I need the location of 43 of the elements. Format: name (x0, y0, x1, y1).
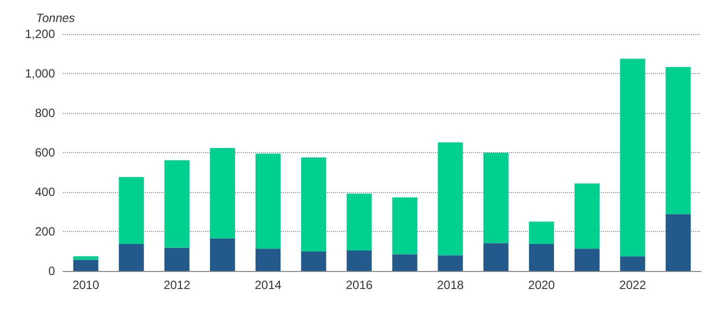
y-axis-title: Tonnes (36, 11, 75, 25)
x-tick-label: 2014 (254, 278, 282, 292)
bar (118, 176, 144, 244)
bar (392, 254, 418, 271)
x-tick-label: 2010 (72, 278, 100, 292)
y-tick-label: 1,000 (24, 66, 56, 80)
y-tick-label: 0 (48, 264, 56, 278)
y-tick-label: 400 (34, 185, 56, 199)
bar (73, 260, 98, 271)
bar (164, 248, 190, 271)
bar (620, 58, 646, 256)
bar (574, 184, 600, 249)
bar (438, 255, 463, 271)
bar (483, 243, 508, 271)
y-tick-label: 200 (34, 224, 56, 238)
bar (256, 248, 281, 271)
bar (392, 197, 418, 254)
bar (118, 244, 144, 271)
x-tick-label: 2012 (164, 278, 191, 292)
bar (73, 256, 98, 260)
bar (620, 256, 646, 271)
x-tick-label: 2018 (437, 278, 464, 292)
bar (346, 250, 372, 271)
bar (256, 154, 281, 249)
bar (301, 157, 326, 252)
bar (438, 142, 463, 256)
bar (483, 152, 508, 244)
y-tick-label: 1,200 (24, 27, 56, 41)
bar (528, 222, 554, 244)
y-tick-label: 800 (34, 106, 56, 120)
bar (528, 244, 554, 271)
bar (210, 148, 236, 238)
bar (666, 214, 691, 271)
bar (164, 160, 190, 248)
bar (666, 66, 691, 214)
x-tick-label: 2022 (619, 278, 646, 292)
bar (346, 194, 372, 250)
bar (301, 251, 326, 271)
x-tick-label: 2016 (346, 278, 373, 292)
x-tick-label: 2020 (528, 278, 556, 292)
y-tick-label: 600 (34, 146, 56, 160)
bar (210, 238, 236, 271)
bar (574, 248, 600, 271)
